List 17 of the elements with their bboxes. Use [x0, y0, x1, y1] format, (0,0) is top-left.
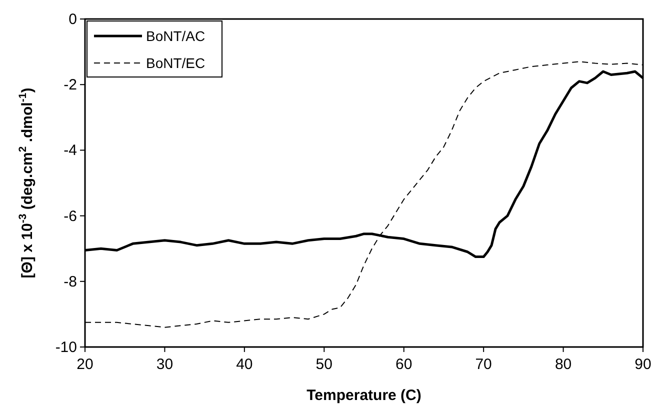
x-tick-label: 70 — [475, 356, 492, 373]
legend-label: BoNT/AC — [146, 28, 206, 44]
x-axis-title: Temperature (C) — [306, 387, 422, 404]
x-tick-label: 40 — [236, 356, 253, 373]
x-tick-label: 50 — [316, 356, 332, 373]
y-tick-label: -10 — [55, 339, 77, 356]
x-tick-label: 30 — [156, 356, 174, 373]
y-tick-label: 0 — [68, 11, 77, 28]
y-tick-label: -4 — [64, 142, 77, 160]
x-tick-label: 60 — [396, 356, 412, 373]
y-tick-label: -8 — [64, 273, 77, 290]
y-tick-label: -6 — [64, 208, 77, 225]
x-tick-label: 90 — [634, 356, 652, 373]
legend-label: BoNT/EC — [146, 55, 206, 71]
y-tick-label: -2 — [64, 76, 77, 94]
x-tick-label: 20 — [76, 356, 94, 373]
x-tick-label: 80 — [554, 356, 572, 373]
